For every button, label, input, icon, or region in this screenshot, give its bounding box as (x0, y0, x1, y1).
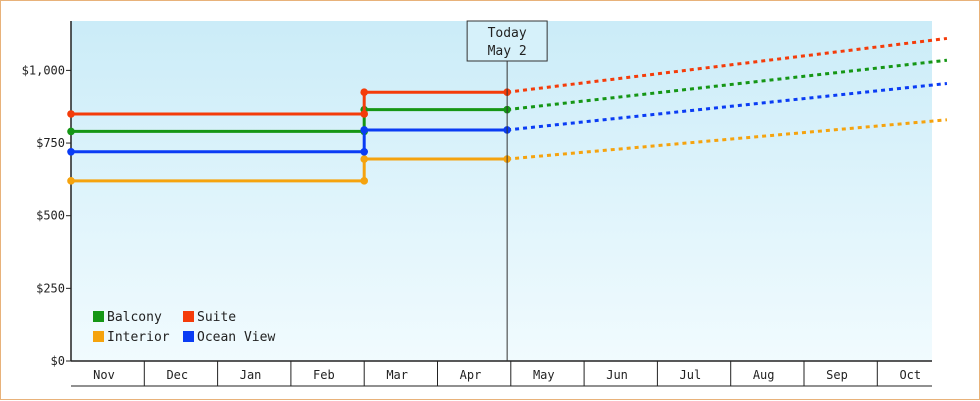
x-tick-label: Mar (386, 368, 408, 382)
x-tick-label: Aug (753, 368, 775, 382)
y-tick-label: $0 (51, 354, 65, 368)
series-line-balcony (71, 108, 508, 133)
x-tick-label: Sep (826, 368, 848, 382)
series-line-suite (71, 90, 508, 116)
x-tick-label: Jun (606, 368, 628, 382)
series-point-interior (67, 177, 75, 185)
legend-label: Ocean View (197, 330, 275, 345)
legend-label: Suite (197, 310, 236, 325)
y-tick-label: $1,000 (22, 63, 65, 77)
x-tick-label: Oct (899, 368, 921, 382)
y-tick-label: $500 (36, 209, 65, 223)
series-point-interior (360, 155, 369, 163)
series-point-ocean-view (67, 147, 75, 156)
legend-label: Balcony (107, 310, 162, 325)
legend-swatch (183, 311, 194, 322)
series-line-ocean-view (71, 128, 508, 154)
today-box (466, 20, 548, 62)
series-point-balcony (67, 127, 75, 136)
series-forecast-balcony (506, 58, 948, 112)
legend-swatch (93, 311, 104, 322)
y-tick-label: $750 (36, 136, 65, 150)
x-tick-label: May (533, 368, 555, 382)
x-tick-label: Dec (166, 368, 188, 382)
x-tick-label: Apr (460, 368, 482, 382)
series-point-ocean-view (360, 126, 369, 134)
series-point-suite (360, 110, 369, 118)
x-tick-label: Jul (680, 368, 702, 382)
legend-swatch (93, 331, 104, 342)
x-tick-label: Nov (93, 368, 115, 382)
series-forecast-ocean-view (506, 81, 948, 132)
x-tick-label: Feb (313, 368, 335, 382)
legend-label: Interior (107, 330, 170, 345)
series-point-interior (360, 177, 369, 185)
x-tick-label: Jan (240, 368, 262, 382)
today-label: Today (488, 26, 527, 41)
series-point-suite (67, 110, 75, 118)
series-forecast-suite (506, 36, 948, 94)
series-point-ocean-view (360, 147, 369, 156)
series-line-interior (71, 157, 508, 183)
legend-swatch (183, 331, 194, 342)
series-forecast-interior (507, 118, 948, 161)
series-point-suite (360, 88, 369, 96)
y-tick-label: $250 (36, 281, 65, 295)
today-date-label: May 2 (488, 44, 527, 59)
